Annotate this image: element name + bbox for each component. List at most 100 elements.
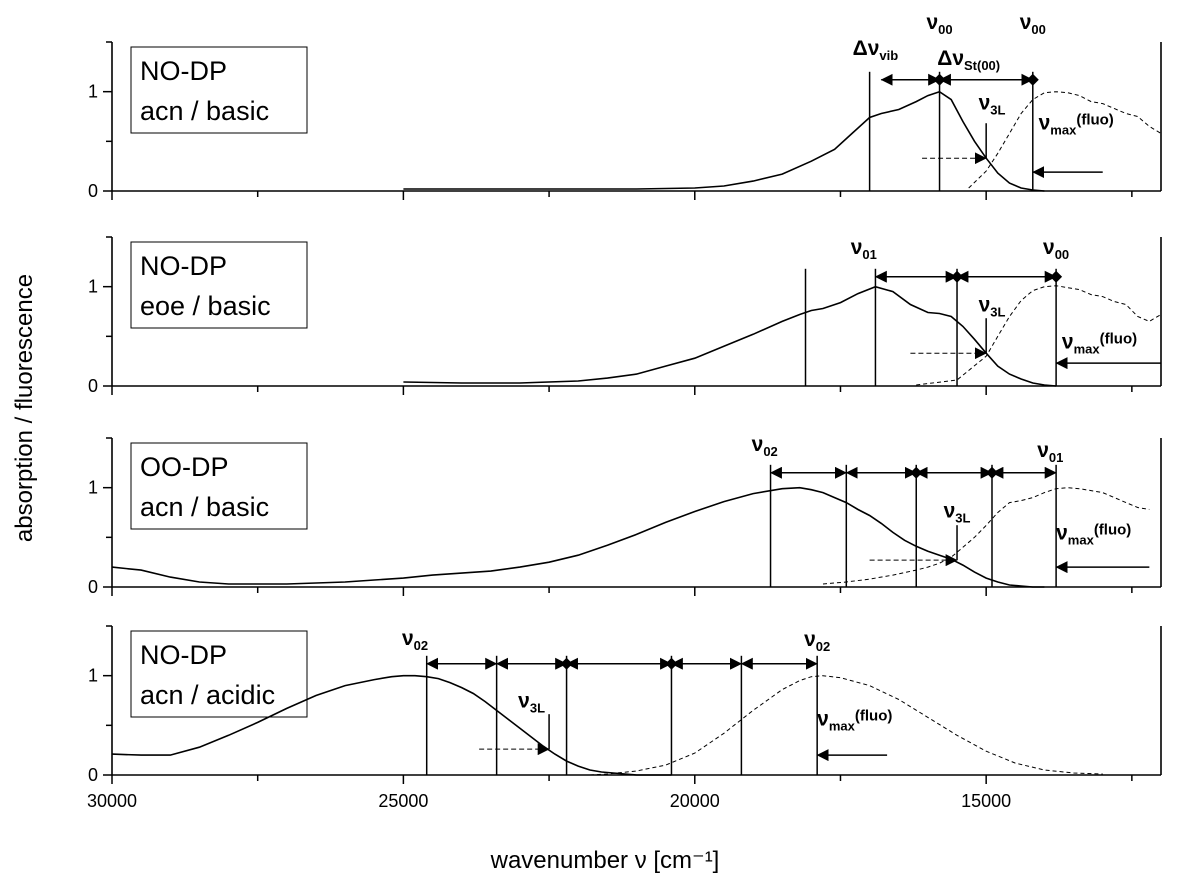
annotation-main: ν (817, 707, 829, 730)
annotation-label: Δνvib (853, 37, 899, 63)
annotation-label: ν00 (1020, 11, 1046, 37)
annotation-subscript: 00 (1055, 247, 1069, 262)
diamond-marker (933, 73, 946, 86)
annotation-main: ν (1056, 521, 1068, 544)
annotation-suffix: (fluo) (1100, 330, 1137, 347)
x-tick-label: 30000 (87, 791, 137, 811)
annotation-main: ν (804, 628, 816, 651)
annotation-label: ν02 (402, 627, 428, 653)
annotation-label: ν02 (752, 433, 778, 459)
annotation-main: ν (402, 627, 414, 650)
y-tick-label: 0 (88, 181, 98, 201)
label-box-frame (130, 442, 308, 530)
y-tick-label: 0 (88, 376, 98, 396)
annotation-label: ν02 (804, 628, 830, 654)
annotation-subscript: max (1068, 532, 1095, 547)
annotation-suffix: (fluo) (1076, 111, 1113, 128)
panel-label-box: OO-DP acn / basic (130, 442, 308, 530)
annotation-label: ν3L (518, 689, 545, 715)
annotation-main: ν (851, 236, 863, 259)
diamond-marker (665, 657, 678, 670)
annotation-main: ν (979, 92, 991, 115)
annotation-label: νmax(fluo) (817, 707, 892, 733)
panel-label-line1: OO-DP (140, 452, 229, 482)
annotation-main: Δν (937, 47, 964, 70)
panel-label-box: NO-DP eoe / basic (130, 241, 308, 329)
x-tick-label: 25000 (378, 791, 428, 811)
panel-label-line2: acn / basic (140, 96, 269, 126)
annotation-subscript: 01 (1049, 450, 1063, 465)
annotation-label: ν01 (1037, 439, 1063, 465)
panel-label-line1: NO-DP (140, 56, 227, 86)
panel-label-line1: NO-DP (140, 640, 227, 670)
annotation-main: Δν (853, 37, 880, 60)
absorption-curve (111, 674, 672, 776)
annotation-label: ν3L (944, 499, 971, 525)
annotation-label: ν3L (979, 294, 1006, 320)
annotation-main: ν (926, 11, 938, 34)
diamond-marker (985, 466, 998, 479)
annotation-subscript: 02 (763, 444, 777, 459)
annotation-subscript: max (1050, 122, 1077, 137)
diamond-marker (1026, 73, 1039, 86)
annotation-subscript: 00 (938, 22, 952, 37)
annotation-label: νmax(fluo) (1062, 330, 1137, 356)
y-tick-label: 1 (88, 478, 98, 498)
panel-label-line2: acn / acidic (140, 680, 275, 710)
fluorescence-curve (589, 675, 1103, 776)
annotation-main: ν (1062, 330, 1074, 353)
annotation-label: ΔνSt(00) (937, 47, 1000, 73)
annotation-subscript: 3L (990, 103, 1005, 118)
absorption-curve (403, 90, 1045, 192)
annotation-subscript: 3L (955, 510, 970, 525)
annotation-label: νmax(fluo) (1056, 521, 1131, 547)
annotation-subscript: 02 (816, 639, 830, 654)
annotation-suffix: (fluo) (1094, 521, 1131, 538)
y-tick-label: 1 (88, 277, 98, 297)
annotation-label: ν00 (926, 11, 952, 37)
annotation-subscript: 00 (1031, 22, 1045, 37)
panel-label-box: NO-DP acn / acidic (130, 630, 308, 718)
label-box-frame (130, 241, 308, 329)
panel-label-line1: NO-DP (140, 251, 227, 281)
annotation-main: ν (1037, 439, 1049, 462)
diamond-marker (951, 270, 964, 283)
annotation-subscript: 02 (414, 638, 428, 653)
annotation-subscript: 01 (862, 247, 876, 262)
diamond-marker (910, 466, 923, 479)
y-tick-label: 0 (88, 765, 98, 785)
y-axis-label: absorption / fluorescence (11, 274, 38, 542)
annotation-label: ν3L (979, 92, 1006, 118)
fluorescence-curve (968, 91, 1162, 189)
label-box-frame (130, 630, 308, 718)
annotation-suffix: (fluo) (855, 707, 892, 724)
annotation-subscript: vib (879, 48, 898, 63)
x-axis-label: wavenumber ν [cm⁻¹] (490, 847, 720, 874)
diamond-marker (1050, 270, 1063, 283)
panel-label-line2: eoe / basic (140, 291, 271, 321)
annotation-label: ν01 (851, 236, 877, 262)
annotation-subscript: max (829, 718, 856, 733)
annotation-subscript: 3L (530, 700, 545, 715)
annotation-label: νmax(fluo) (1039, 111, 1114, 137)
annotation-main: ν (1043, 236, 1055, 259)
annotation-main: ν (518, 689, 530, 712)
x-tick-label: 15000 (961, 791, 1011, 811)
x-tick-label: 20000 (670, 791, 720, 811)
annotation-main: ν (1039, 111, 1051, 134)
label-box-frame (130, 46, 308, 134)
diamond-marker (560, 657, 573, 670)
fluorescence-curve (916, 285, 1162, 386)
y-tick-label: 0 (88, 577, 98, 597)
annotation-main: ν (752, 433, 764, 456)
y-tick-label: 1 (88, 82, 98, 102)
annotation-subscript: max (1074, 341, 1101, 356)
panel-label-line2: acn / basic (140, 492, 269, 522)
annotation-subscript: 3L (990, 305, 1005, 320)
